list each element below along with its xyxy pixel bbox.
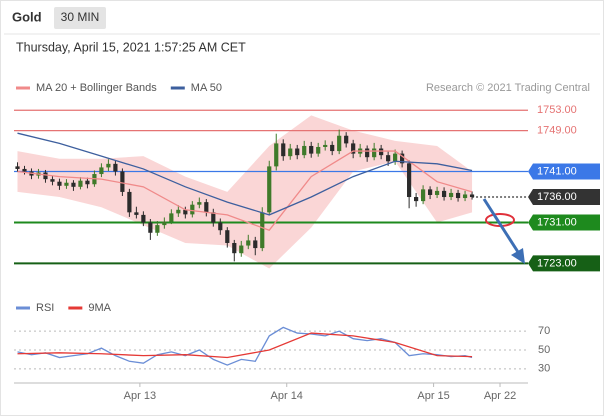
candle-body xyxy=(330,144,335,152)
candle-body xyxy=(427,189,433,195)
candle-body xyxy=(176,209,181,214)
legend-label: MA 20 + Bollinger Bands xyxy=(36,82,157,94)
candle-body xyxy=(441,190,447,198)
candle-body xyxy=(162,221,167,226)
level-label: 1753.00 xyxy=(537,104,577,116)
candle-body xyxy=(414,197,419,202)
timeframe-tab[interactable] xyxy=(54,7,106,29)
candle-body xyxy=(246,240,251,246)
plot: 1753.00 1749.00 1741.00 1736.00 1731.00 1723.… xyxy=(14,82,600,402)
candle-body xyxy=(113,163,118,172)
candle-body xyxy=(400,153,405,164)
candle-body xyxy=(85,180,90,185)
candle-body xyxy=(351,143,356,154)
y-tick-label: 50 xyxy=(538,344,550,356)
legend-label: MA 50 xyxy=(191,82,222,94)
level-label-box xyxy=(528,163,600,180)
series-line xyxy=(17,332,473,359)
candle-body xyxy=(99,167,104,175)
level-label: 1723.00 xyxy=(537,257,577,269)
arrow-shaft xyxy=(482,198,520,253)
candle-body xyxy=(22,168,27,172)
arrow-head xyxy=(511,248,525,264)
candle-body xyxy=(407,163,412,198)
candle-body xyxy=(127,191,132,213)
candle-body xyxy=(57,181,62,186)
series-line xyxy=(17,132,473,216)
candle-body xyxy=(316,146,321,154)
level-label: 1736.00 xyxy=(537,191,577,203)
candle-body xyxy=(155,225,160,233)
timestamp: Thursday, April 15, 2021 1:57:25 AM CET xyxy=(16,40,246,54)
level-label-box xyxy=(528,189,600,206)
candle-body xyxy=(365,148,370,158)
candle-body xyxy=(288,148,293,157)
candle-body xyxy=(197,202,202,205)
candle-body xyxy=(190,204,195,215)
timeframe[interactable]: 30 MIN xyxy=(61,10,100,24)
candle-body xyxy=(337,135,342,152)
level-label-box xyxy=(528,255,600,272)
candle-body xyxy=(50,179,55,182)
candle-body xyxy=(309,145,314,154)
candle-body xyxy=(281,143,286,157)
candle-body xyxy=(218,222,223,231)
candle-body xyxy=(225,230,230,243)
candle-body xyxy=(141,214,146,223)
candle-body xyxy=(78,180,83,187)
candle-body xyxy=(393,153,398,162)
instrument: Gold xyxy=(12,9,42,24)
legend-label: RSI xyxy=(36,302,54,314)
x-tick-label: Apr 22 xyxy=(484,390,516,402)
candle-body xyxy=(469,194,475,198)
legend-label: 9MA xyxy=(88,302,111,314)
candle-body xyxy=(379,148,384,156)
candle-body xyxy=(386,155,391,162)
candle-body xyxy=(106,163,111,168)
level-label: 1741.00 xyxy=(537,165,577,177)
candle-body xyxy=(204,202,209,213)
x-tick-label: Apr 15 xyxy=(417,390,449,402)
y-tick-label: 70 xyxy=(538,325,550,337)
candle-body xyxy=(183,209,188,215)
candle-body xyxy=(253,240,258,249)
candle-body xyxy=(302,145,307,156)
candle-body xyxy=(239,245,244,254)
candle-body xyxy=(260,212,265,249)
candle-body xyxy=(267,166,272,213)
y-tick-label: 30 xyxy=(538,363,550,375)
series-line xyxy=(17,150,473,231)
candle-body xyxy=(421,189,426,202)
candle-body xyxy=(344,135,349,144)
candle-body xyxy=(71,182,76,187)
level-label-box xyxy=(528,214,600,231)
series-line xyxy=(17,326,473,366)
candle-body xyxy=(372,148,377,158)
x-tick-label: Apr 13 xyxy=(124,390,156,402)
candle-body xyxy=(323,144,328,147)
candle-body xyxy=(120,171,125,192)
candle-body xyxy=(64,182,69,186)
candle-body xyxy=(15,166,20,169)
candle-body xyxy=(295,148,300,156)
candle-body xyxy=(169,213,174,222)
candle-body xyxy=(232,242,237,254)
candle-body xyxy=(43,172,48,180)
candle-body xyxy=(434,190,440,195)
candle-body xyxy=(148,222,153,233)
level-label: 1749.00 xyxy=(537,125,577,137)
x-tick-label: Apr 14 xyxy=(271,390,303,402)
candle-body xyxy=(274,143,279,167)
candle-body xyxy=(455,192,461,199)
candle-body xyxy=(211,212,216,223)
level-label: 1731.00 xyxy=(537,216,577,228)
candle-body xyxy=(448,192,454,198)
candle-body xyxy=(134,212,139,215)
credit: Research © 2021 Trading Central xyxy=(426,82,590,94)
candle-body xyxy=(462,194,468,199)
